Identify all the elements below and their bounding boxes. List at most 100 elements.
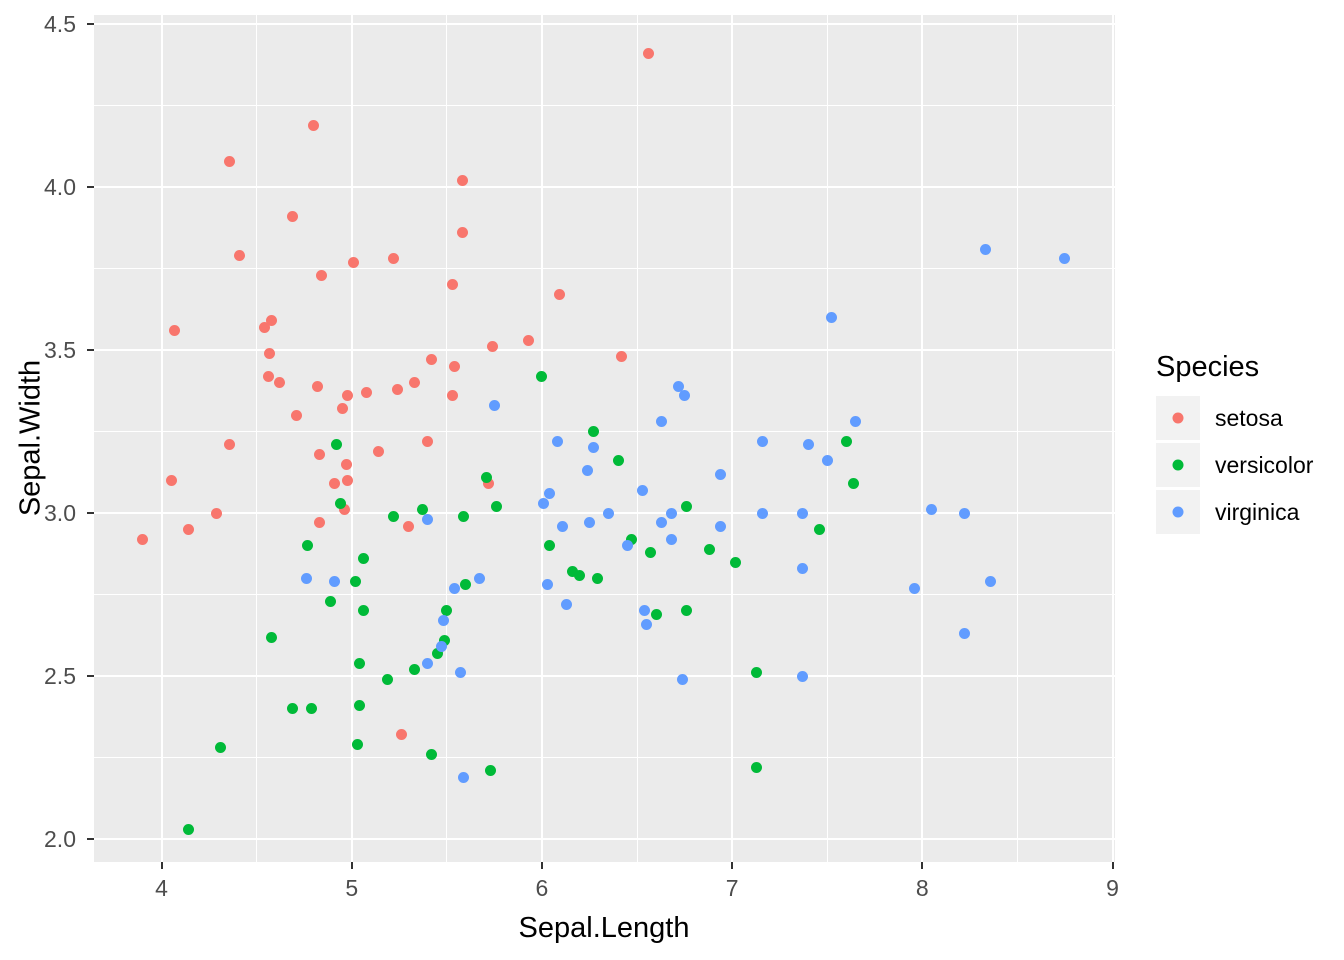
y-major-gridline: [94, 186, 1115, 189]
x-major-gridline: [731, 15, 734, 862]
data-point-virginica: [448, 582, 460, 594]
data-point-versicolor: [703, 543, 715, 555]
y-tick-label: 3.0: [44, 500, 76, 527]
data-point-setosa: [224, 155, 236, 167]
data-point-virginica: [715, 468, 727, 480]
data-point-virginica: [458, 771, 470, 783]
data-point-setosa: [287, 210, 299, 222]
y-tick-label: 3.5: [44, 337, 76, 364]
data-point-virginica: [637, 484, 649, 496]
data-point-virginica: [544, 488, 556, 500]
data-point-versicolor: [840, 435, 852, 447]
legend-item-label: setosa: [1215, 404, 1283, 431]
data-point-setosa: [313, 517, 325, 529]
x-tick-mark: [160, 862, 163, 869]
data-point-versicolor: [388, 510, 400, 522]
y-tick-mark: [87, 675, 94, 678]
data-point-setosa: [456, 175, 468, 187]
data-point-versicolor: [536, 370, 548, 382]
data-point-versicolor: [439, 634, 451, 646]
data-point-virginica: [557, 520, 569, 532]
data-point-virginica: [757, 507, 769, 519]
legend-item-label: virginica: [1215, 498, 1300, 525]
data-point-virginica: [825, 312, 837, 324]
data-point-versicolor: [460, 579, 472, 591]
data-point-versicolor: [680, 605, 692, 617]
data-point-virginica: [602, 507, 614, 519]
y-axis-title: Sepal.Width: [14, 359, 47, 517]
x-major-gridline: [160, 15, 163, 862]
data-point-virginica: [796, 563, 808, 575]
y-minor-gridline: [94, 594, 1115, 596]
data-point-virginica: [582, 465, 594, 477]
data-point-virginica: [1059, 253, 1071, 265]
legend-key: [1156, 396, 1200, 440]
y-tick-label: 2.0: [44, 826, 76, 853]
x-minor-gridline: [446, 15, 448, 862]
y-tick-label: 4.5: [44, 11, 76, 38]
data-point-setosa: [616, 351, 628, 363]
legend-item-label: versicolor: [1215, 451, 1314, 478]
data-point-setosa: [338, 504, 350, 516]
data-point-virginica: [422, 514, 434, 526]
data-point-setosa: [361, 387, 373, 399]
y-minor-gridline: [94, 757, 1115, 759]
data-point-virginica: [850, 416, 862, 428]
legend-key: [1156, 443, 1200, 487]
data-point-setosa: [311, 380, 323, 392]
data-point-versicolor: [644, 546, 656, 558]
legend-item-setosa: setosa: [1156, 396, 1313, 440]
data-point-virginica: [656, 416, 668, 428]
y-tick-mark: [87, 23, 94, 26]
x-tick-label: 7: [725, 875, 739, 901]
x-minor-gridline: [826, 15, 828, 862]
data-point-versicolor: [730, 556, 742, 568]
data-point-virginica: [542, 579, 554, 591]
data-point-versicolor: [481, 471, 493, 483]
x-tick-label: 9: [1106, 875, 1119, 901]
data-point-versicolor: [751, 667, 763, 679]
data-point-versicolor: [266, 631, 278, 643]
data-point-setosa: [391, 383, 403, 395]
y-tick-mark: [87, 838, 94, 841]
data-point-versicolor: [591, 572, 603, 584]
data-point-setosa: [264, 347, 276, 359]
data-point-setosa: [329, 478, 341, 490]
data-point-versicolor: [650, 608, 662, 620]
plot-panel: [94, 15, 1115, 862]
data-point-virginica: [473, 572, 485, 584]
x-minor-gridline: [636, 15, 638, 862]
data-point-versicolor: [431, 647, 443, 659]
data-point-virginica: [656, 517, 668, 529]
data-point-versicolor: [490, 501, 502, 513]
x-tick-mark: [921, 862, 924, 869]
data-point-setosa: [315, 269, 327, 281]
data-point-setosa: [313, 448, 325, 460]
data-point-virginica: [673, 380, 685, 392]
data-point-setosa: [224, 439, 236, 451]
data-point-virginica: [488, 400, 500, 412]
legend-item-versicolor: versicolor: [1156, 443, 1313, 487]
data-point-virginica: [551, 435, 563, 447]
data-point-virginica: [926, 504, 938, 516]
data-point-virginica: [583, 517, 595, 529]
data-point-versicolor: [302, 540, 314, 552]
data-point-setosa: [408, 377, 420, 389]
data-point-virginica: [679, 390, 691, 402]
y-tick-label: 4.0: [44, 174, 76, 201]
data-point-versicolor: [848, 478, 860, 490]
y-major-gridline: [94, 675, 1115, 678]
data-point-versicolor: [680, 501, 692, 513]
data-point-versicolor: [566, 566, 578, 578]
data-point-virginica: [641, 618, 653, 630]
data-point-setosa: [342, 475, 354, 487]
data-point-virginica: [757, 435, 769, 447]
data-point-versicolor: [574, 569, 586, 581]
data-point-setosa: [447, 279, 459, 291]
data-point-setosa: [523, 334, 535, 346]
y-tick-label: 2.5: [44, 663, 76, 690]
data-point-versicolor: [334, 497, 346, 509]
data-point-versicolor: [353, 657, 365, 669]
data-point-virginica: [329, 576, 341, 588]
